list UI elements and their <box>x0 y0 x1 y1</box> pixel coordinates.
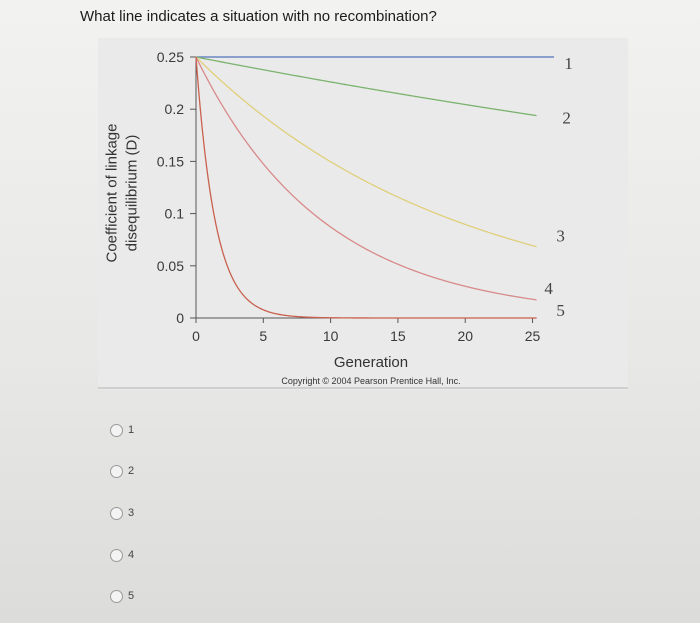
series-line-2 <box>195 56 537 117</box>
x-tick-label: 5 <box>259 328 267 344</box>
y-tick-label: 0.25 <box>157 49 184 65</box>
y-tick-label: 0 <box>176 310 184 326</box>
radio-button-1[interactable] <box>110 423 123 437</box>
radio-button-2[interactable] <box>110 464 123 478</box>
series-line-5 <box>195 56 537 319</box>
radio-button-3[interactable] <box>110 506 123 520</box>
y-tick-label: 0.2 <box>165 101 185 117</box>
x-tick-label: 15 <box>390 328 406 344</box>
option-2[interactable]: 2 <box>110 462 134 480</box>
option-1-label: 1 <box>128 424 135 436</box>
option-3[interactable]: 3 <box>110 504 134 522</box>
series-label-1: 1 <box>564 54 573 73</box>
figure-panel <box>98 38 628 390</box>
series-line-3 <box>195 56 537 248</box>
option-5-label: 5 <box>128 590 135 602</box>
series-label-3: 3 <box>556 227 565 246</box>
option-2-label: 2 <box>128 465 135 477</box>
y-tick-label: 0.05 <box>157 258 184 274</box>
series-label-5: 5 <box>556 301 565 320</box>
question-text: What line indicates a situation with no … <box>80 8 437 25</box>
option-3-label: 3 <box>128 507 135 519</box>
radio-button-5[interactable] <box>110 589 123 603</box>
series-label-2: 2 <box>562 109 571 128</box>
x-tick-label: 20 <box>457 328 473 344</box>
x-tick-label: 25 <box>525 328 541 344</box>
option-5[interactable]: 5 <box>110 587 134 605</box>
x-axis-label: Generation <box>334 354 408 371</box>
y-tick-label: 0.1 <box>165 206 185 222</box>
option-4[interactable]: 4 <box>110 546 134 564</box>
option-1[interactable]: 1 <box>110 421 134 439</box>
x-tick-label: 10 <box>323 328 339 344</box>
y-tick-label: 0.15 <box>157 153 184 169</box>
x-tick-label: 0 <box>192 328 200 344</box>
series-line-4 <box>195 56 537 301</box>
series-label-4: 4 <box>544 279 553 298</box>
option-4-label: 4 <box>128 549 135 561</box>
copyright-notice: Copyright © 2004 Pearson Prentice Hall, … <box>281 376 460 386</box>
radio-button-4[interactable] <box>110 548 123 562</box>
